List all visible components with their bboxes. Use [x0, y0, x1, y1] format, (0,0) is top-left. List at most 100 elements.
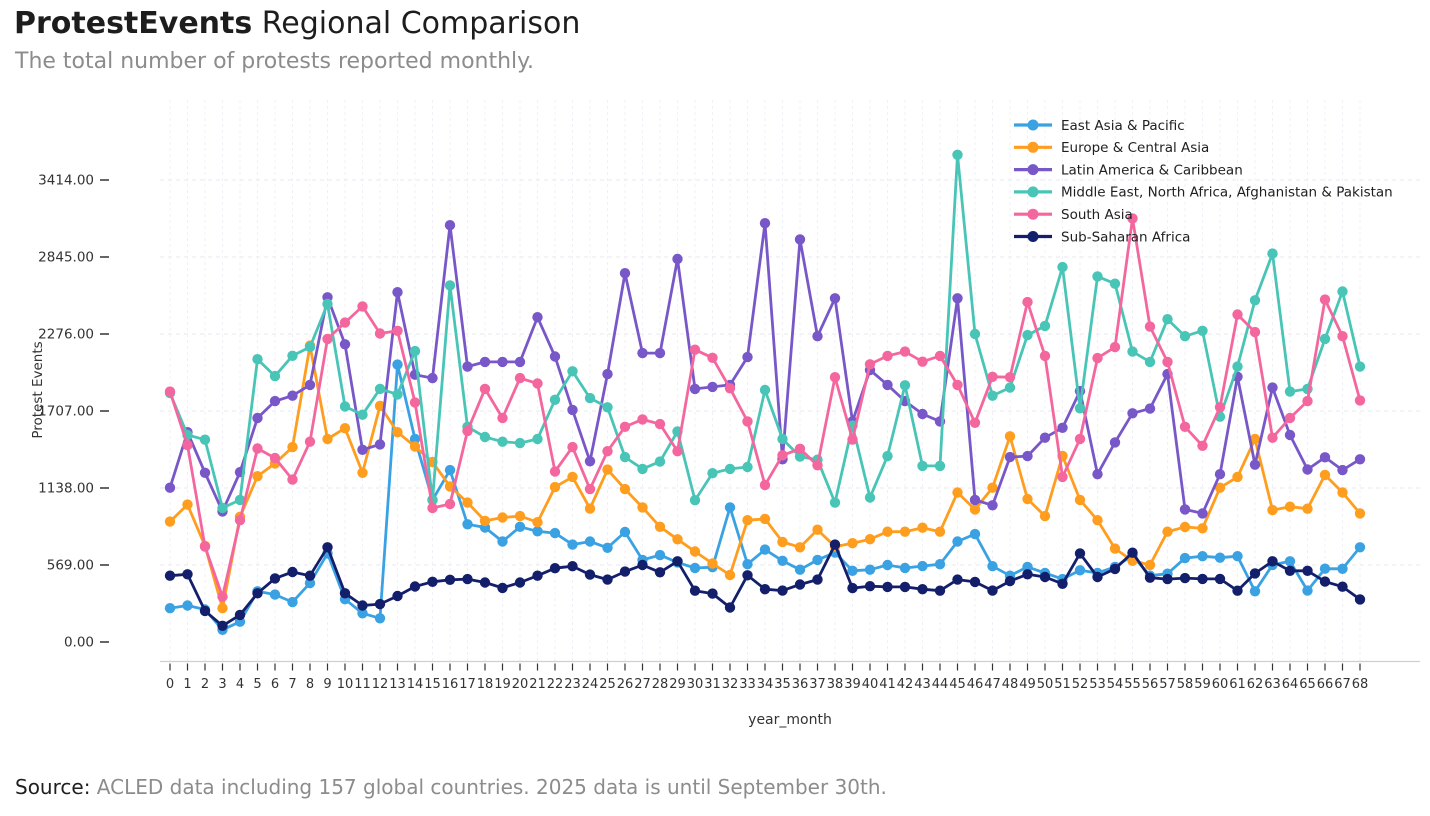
data-point[interactable] — [374, 613, 386, 624]
data-point[interactable] — [1284, 412, 1296, 424]
data-point[interactable] — [794, 443, 806, 454]
data-point[interactable] — [462, 497, 473, 508]
data-point[interactable] — [1092, 352, 1103, 364]
data-point[interactable] — [1249, 586, 1261, 597]
data-point[interactable] — [1249, 326, 1261, 338]
legend-item-sub-saharan-africa[interactable]: Sub-Saharan Africa — [1014, 229, 1190, 245]
data-point[interactable] — [1249, 459, 1261, 470]
data-point[interactable] — [1337, 563, 1348, 574]
data-point[interactable] — [514, 437, 526, 449]
data-point[interactable] — [1197, 551, 1208, 562]
data-point[interactable] — [374, 439, 386, 450]
data-point[interactable] — [1337, 464, 1348, 476]
data-point[interactable] — [1337, 487, 1348, 498]
data-point[interactable] — [1214, 469, 1226, 480]
data-point[interactable] — [532, 433, 543, 445]
data-point[interactable] — [1109, 437, 1121, 448]
data-point[interactable] — [584, 536, 596, 547]
data-point[interactable] — [847, 538, 858, 549]
data-point[interactable] — [409, 433, 421, 445]
data-point[interactable] — [444, 220, 456, 231]
data-point[interactable] — [899, 346, 911, 357]
data-point[interactable] — [759, 384, 771, 396]
data-point[interactable] — [1109, 563, 1121, 575]
data-point[interactable] — [532, 526, 543, 537]
data-point[interactable] — [269, 370, 281, 382]
data-point[interactable] — [759, 218, 771, 229]
data-point[interactable] — [357, 608, 368, 619]
data-point[interactable] — [532, 517, 543, 528]
data-point[interactable] — [1197, 523, 1208, 534]
data-point[interactable] — [1302, 395, 1313, 407]
data-point[interactable] — [182, 569, 193, 580]
data-point[interactable] — [654, 456, 666, 467]
data-point[interactable] — [672, 446, 683, 457]
data-point[interactable] — [1337, 581, 1348, 592]
data-point[interactable] — [514, 356, 526, 368]
data-point[interactable] — [462, 361, 473, 372]
data-point[interactable] — [602, 368, 613, 380]
data-point[interactable] — [1267, 432, 1278, 443]
data-point[interactable] — [427, 576, 438, 587]
data-point[interactable] — [637, 559, 648, 571]
data-point[interactable] — [322, 433, 333, 445]
data-point[interactable] — [1144, 403, 1156, 414]
data-point[interactable] — [252, 588, 263, 599]
data-point[interactable] — [637, 502, 648, 513]
data-point[interactable] — [217, 603, 228, 614]
data-point[interactable] — [1092, 571, 1103, 583]
data-point[interactable] — [1197, 508, 1208, 519]
data-point[interactable] — [864, 492, 876, 503]
data-point[interactable] — [742, 416, 753, 427]
data-point[interactable] — [794, 234, 806, 245]
data-point[interactable] — [777, 555, 788, 566]
data-point[interactable] — [1022, 569, 1033, 580]
data-point[interactable] — [724, 502, 736, 513]
data-point[interactable] — [689, 546, 701, 557]
data-point[interactable] — [1232, 361, 1243, 372]
data-point[interactable] — [1214, 402, 1226, 413]
data-point[interactable] — [969, 494, 981, 506]
data-point[interactable] — [1284, 556, 1296, 567]
data-point[interactable] — [759, 479, 771, 491]
data-point[interactable] — [392, 287, 403, 298]
data-point[interactable] — [1127, 547, 1138, 558]
data-point[interactable] — [1232, 309, 1243, 320]
data-point[interactable] — [1284, 565, 1296, 576]
data-point[interactable] — [619, 268, 631, 279]
data-point[interactable] — [462, 425, 473, 437]
data-point[interactable] — [847, 434, 858, 445]
data-point[interactable] — [742, 461, 753, 473]
data-point[interactable] — [269, 589, 281, 600]
data-point[interactable] — [549, 351, 561, 362]
data-point[interactable] — [1092, 469, 1103, 480]
data-point[interactable] — [182, 600, 193, 611]
data-point[interactable] — [497, 582, 508, 594]
data-point[interactable] — [619, 451, 631, 463]
data-point[interactable] — [602, 574, 613, 585]
data-point[interactable] — [1302, 503, 1313, 514]
data-point[interactable] — [1022, 296, 1033, 308]
data-point[interactable] — [654, 418, 666, 430]
data-point[interactable] — [567, 539, 578, 550]
data-point[interactable] — [1214, 482, 1226, 493]
data-point[interactable] — [532, 378, 543, 389]
data-point[interactable] — [1249, 568, 1261, 579]
data-point[interactable] — [304, 577, 316, 589]
data-point[interactable] — [164, 570, 176, 581]
data-point[interactable] — [1004, 575, 1016, 587]
data-point[interactable] — [917, 522, 928, 533]
data-point[interactable] — [584, 483, 596, 495]
data-point[interactable] — [567, 366, 578, 377]
data-point[interactable] — [864, 534, 876, 545]
data-point[interactable] — [304, 570, 316, 581]
data-point[interactable] — [532, 570, 543, 581]
data-point[interactable] — [199, 541, 211, 552]
data-point[interactable] — [1319, 333, 1331, 345]
data-point[interactable] — [1109, 278, 1121, 289]
data-point[interactable] — [304, 341, 316, 353]
data-point[interactable] — [1144, 572, 1156, 583]
data-point[interactable] — [164, 386, 176, 397]
data-point[interactable] — [357, 467, 368, 478]
data-point[interactable] — [1162, 356, 1173, 368]
